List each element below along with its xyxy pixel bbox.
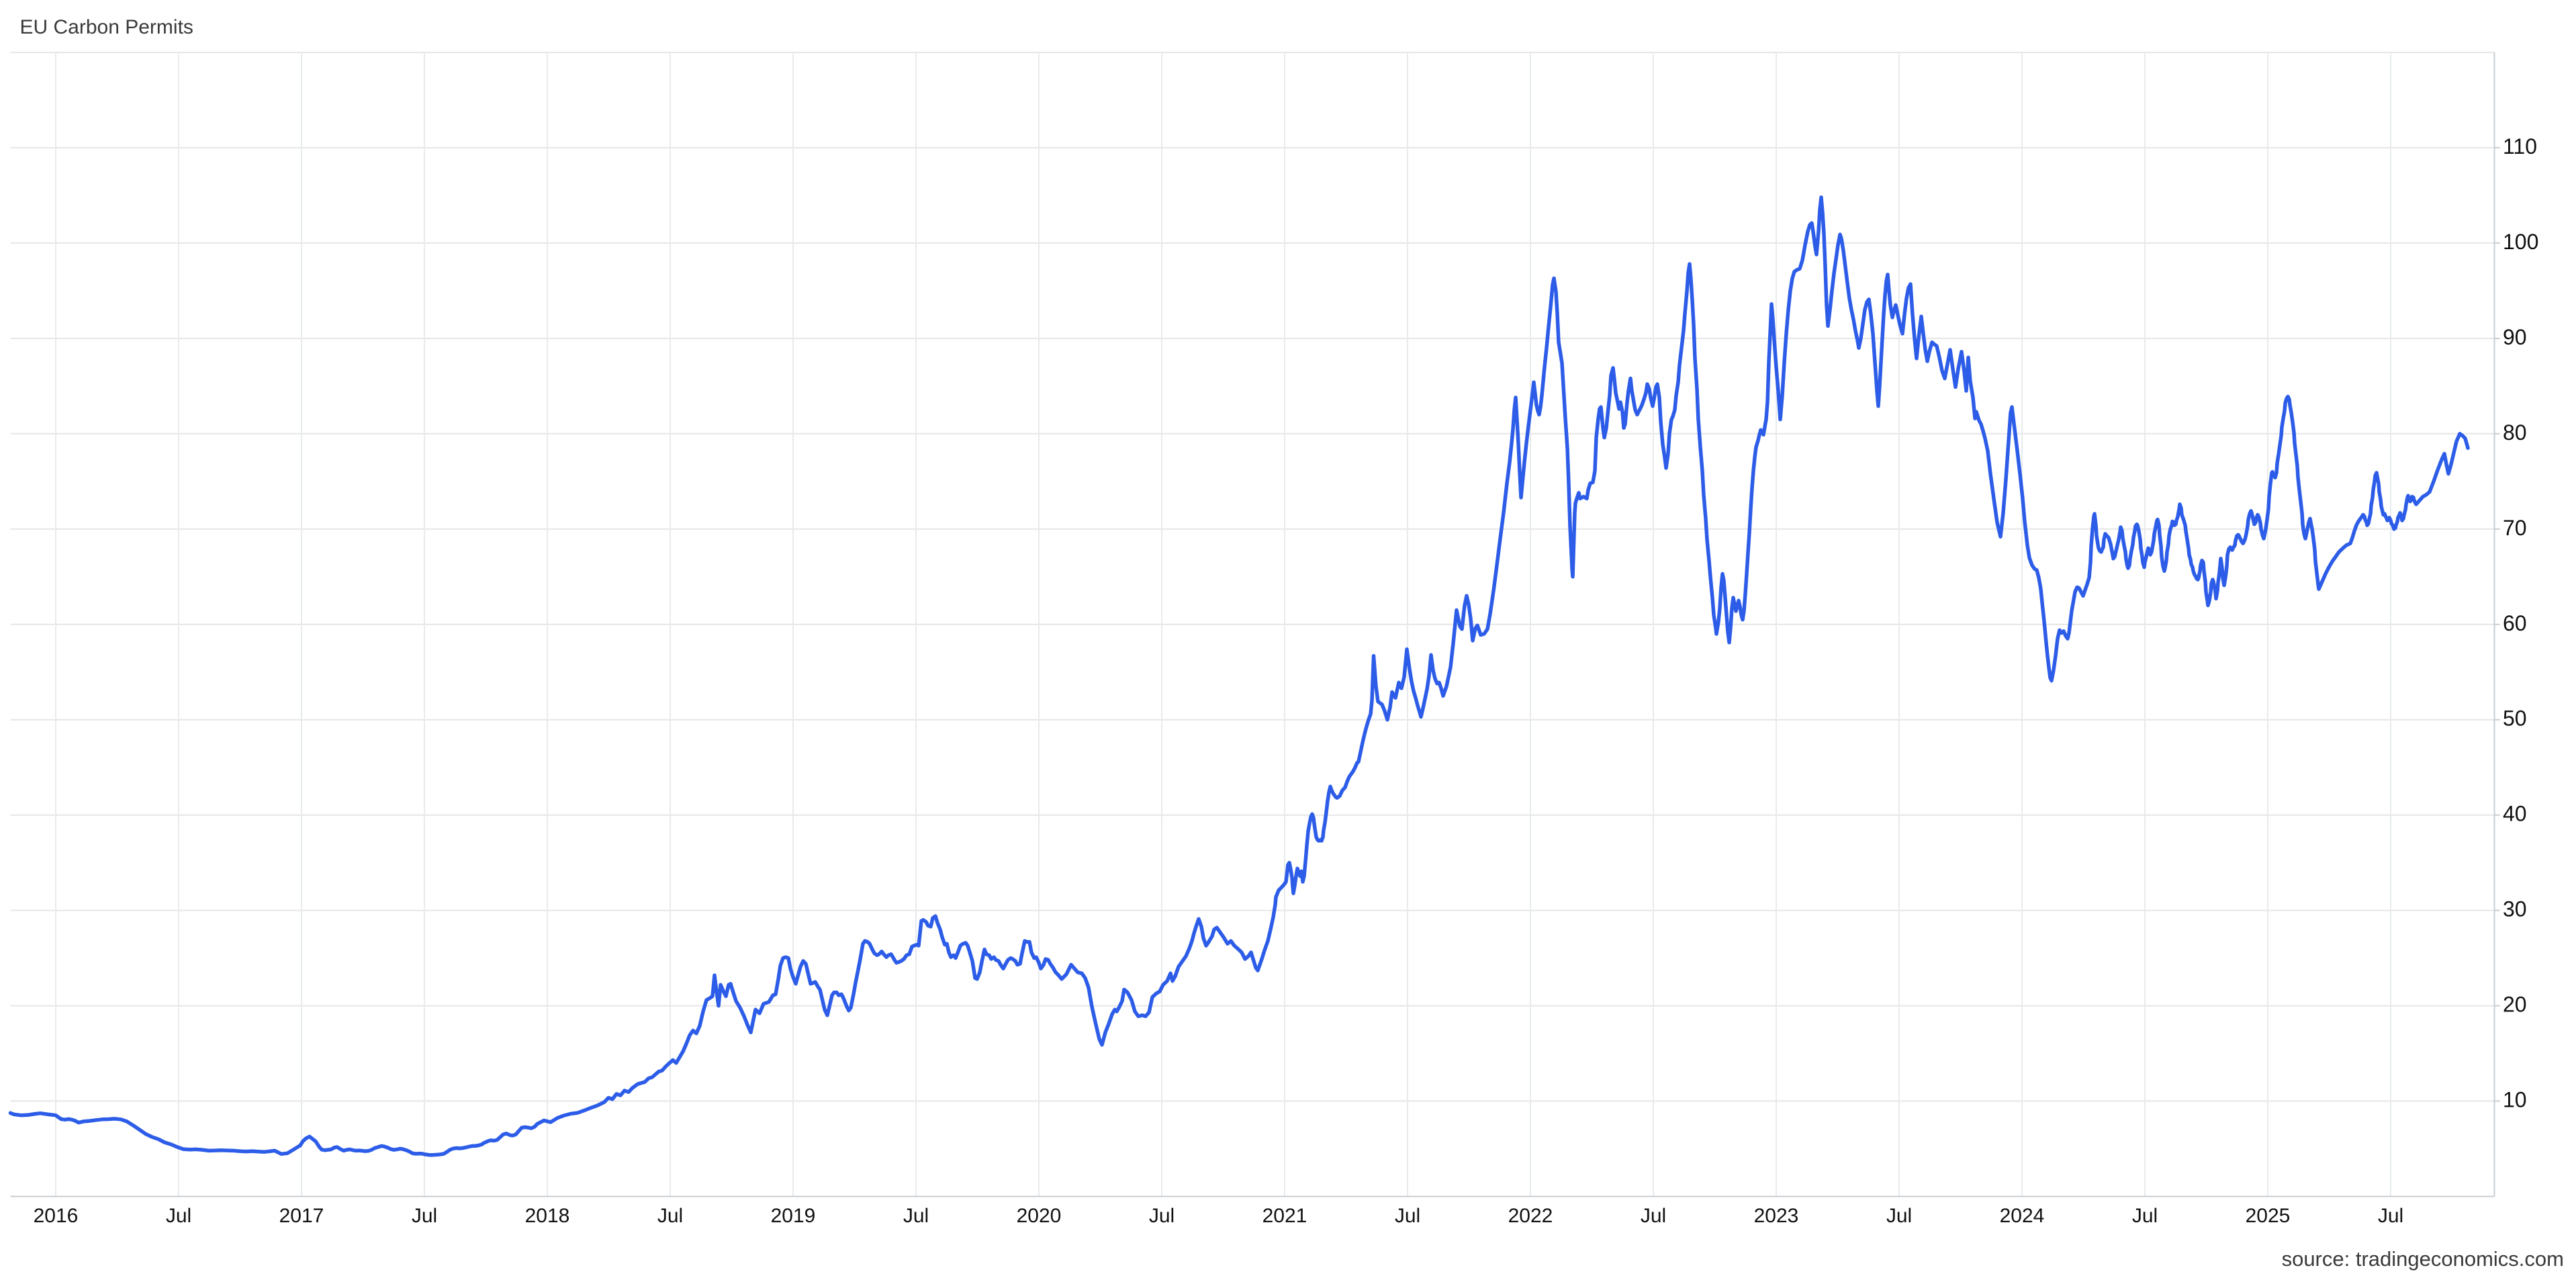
svg-text:90: 90	[2503, 325, 2527, 349]
svg-text:2025: 2025	[2246, 1205, 2291, 1227]
svg-text:2019: 2019	[771, 1205, 816, 1227]
svg-text:2021: 2021	[1262, 1205, 1307, 1227]
svg-text:2022: 2022	[1508, 1205, 1553, 1227]
svg-text:2020: 2020	[1017, 1205, 1062, 1227]
svg-text:50: 50	[2503, 707, 2527, 731]
svg-text:Jul: Jul	[1641, 1205, 1666, 1227]
svg-text:Jul: Jul	[412, 1205, 437, 1227]
svg-text:Jul: Jul	[2132, 1205, 2158, 1227]
svg-text:source: tradingeconomics.com: source: tradingeconomics.com	[2282, 1247, 2564, 1271]
svg-text:110: 110	[2503, 134, 2537, 158]
svg-text:Jul: Jul	[2378, 1205, 2403, 1227]
svg-text:Jul: Jul	[1149, 1205, 1175, 1227]
svg-text:Jul: Jul	[1886, 1205, 1912, 1227]
svg-text:2017: 2017	[279, 1205, 324, 1227]
svg-text:Jul: Jul	[903, 1205, 929, 1227]
svg-text:2016: 2016	[34, 1205, 79, 1227]
svg-text:EU Carbon Permits: EU Carbon Permits	[20, 16, 193, 38]
svg-text:60: 60	[2503, 611, 2527, 635]
svg-text:70: 70	[2503, 516, 2527, 540]
svg-text:80: 80	[2503, 420, 2527, 445]
svg-text:Jul: Jul	[166, 1205, 191, 1227]
svg-text:Jul: Jul	[657, 1205, 683, 1227]
svg-text:10: 10	[2503, 1088, 2527, 1112]
svg-text:20: 20	[2503, 993, 2527, 1017]
svg-text:40: 40	[2503, 802, 2527, 826]
svg-text:Jul: Jul	[1395, 1205, 1420, 1227]
svg-text:30: 30	[2503, 897, 2527, 921]
svg-text:100: 100	[2503, 230, 2538, 254]
svg-text:2023: 2023	[1754, 1205, 1799, 1227]
svg-text:2018: 2018	[525, 1205, 570, 1227]
svg-text:2024: 2024	[2000, 1205, 2045, 1227]
